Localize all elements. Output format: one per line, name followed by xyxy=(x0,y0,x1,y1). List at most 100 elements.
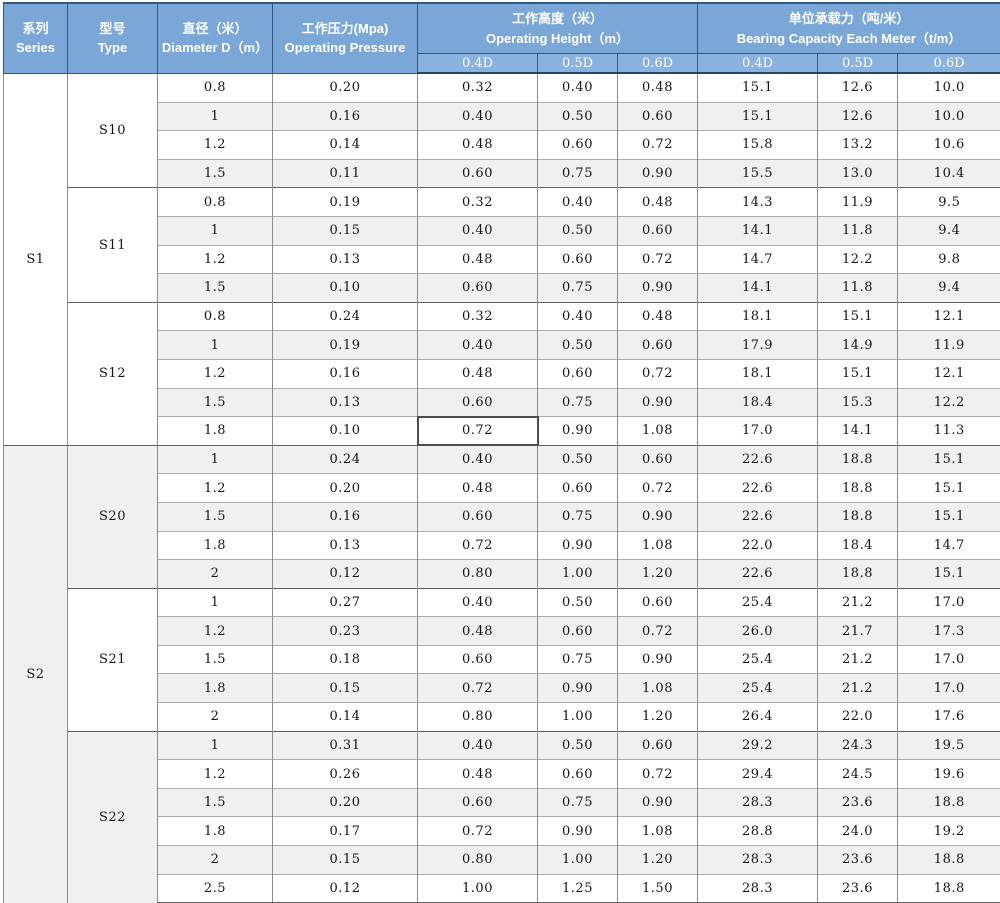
cell-pressure[interactable]: 0.17 xyxy=(273,817,418,846)
cell-height-04d[interactable]: 1.00 xyxy=(418,874,538,903)
cell-height-06d[interactable]: 1.08 xyxy=(618,417,698,446)
cell-bearing-05d[interactable]: 18.8 xyxy=(818,560,898,589)
cell-bearing-06d[interactable]: 9.5 xyxy=(898,188,1000,217)
cell-height-05d[interactable]: 0.90 xyxy=(538,817,618,846)
cell-height-06d[interactable]: 0.60 xyxy=(618,445,698,474)
cell-diameter[interactable]: 1.5 xyxy=(158,502,273,531)
cell-height-05d[interactable]: 0.60 xyxy=(538,474,618,503)
cell-height-04d[interactable]: 0.80 xyxy=(418,703,538,732)
cell-pressure[interactable]: 0.18 xyxy=(273,645,418,674)
cell-type[interactable]: S20 xyxy=(68,445,158,588)
cell-height-05d[interactable]: 0.50 xyxy=(538,216,618,245)
cell-height-04d[interactable]: 0.60 xyxy=(418,388,538,417)
cell-bearing-04d[interactable]: 22.6 xyxy=(698,502,818,531)
cell-bearing-04d[interactable]: 15.1 xyxy=(698,73,818,102)
cell-bearing-04d[interactable]: 25.4 xyxy=(698,674,818,703)
cell-bearing-06d[interactable]: 15.1 xyxy=(898,445,1000,474)
cell-height-05d[interactable]: 0.60 xyxy=(538,617,618,646)
cell-bearing-05d[interactable]: 15.3 xyxy=(818,388,898,417)
cell-pressure[interactable]: 0.16 xyxy=(273,102,418,131)
cell-pressure[interactable]: 0.16 xyxy=(273,502,418,531)
cell-diameter[interactable]: 1 xyxy=(158,588,273,617)
cell-pressure[interactable]: 0.20 xyxy=(273,474,418,503)
cell-height-05d[interactable]: 0.75 xyxy=(538,645,618,674)
cell-diameter[interactable]: 1.5 xyxy=(158,645,273,674)
cell-bearing-04d[interactable]: 28.3 xyxy=(698,846,818,875)
cell-pressure[interactable]: 0.16 xyxy=(273,359,418,388)
cell-height-04d[interactable]: 0.60 xyxy=(418,645,538,674)
cell-diameter[interactable]: 1.2 xyxy=(158,760,273,789)
cell-bearing-04d[interactable]: 14.1 xyxy=(698,274,818,303)
cell-height-04d[interactable]: 0.48 xyxy=(418,131,538,160)
cell-bearing-06d[interactable]: 18.8 xyxy=(898,788,1000,817)
cell-height-05d[interactable]: 0.40 xyxy=(538,302,618,331)
cell-height-04d[interactable]: 0.80 xyxy=(418,560,538,589)
cell-diameter[interactable]: 1.8 xyxy=(158,674,273,703)
cell-pressure[interactable]: 0.14 xyxy=(273,131,418,160)
cell-bearing-06d[interactable]: 10.4 xyxy=(898,159,1000,188)
cell-height-06d[interactable]: 0.72 xyxy=(618,617,698,646)
cell-height-04d[interactable]: 0.48 xyxy=(418,359,538,388)
cell-bearing-05d[interactable]: 23.6 xyxy=(818,846,898,875)
cell-bearing-05d[interactable]: 15.1 xyxy=(818,359,898,388)
cell-pressure[interactable]: 0.10 xyxy=(273,274,418,303)
cell-bearing-04d[interactable]: 17.9 xyxy=(698,331,818,360)
cell-bearing-06d[interactable]: 18.8 xyxy=(898,846,1000,875)
cell-height-05d[interactable]: 0.40 xyxy=(538,188,618,217)
cell-bearing-04d[interactable]: 17.0 xyxy=(698,417,818,446)
cell-pressure[interactable]: 0.13 xyxy=(273,388,418,417)
cell-bearing-06d[interactable]: 9.4 xyxy=(898,216,1000,245)
cell-bearing-06d[interactable]: 10.6 xyxy=(898,131,1000,160)
cell-pressure[interactable]: 0.15 xyxy=(273,846,418,875)
cell-diameter[interactable]: 1 xyxy=(158,731,273,760)
cell-height-04d[interactable]: 0.48 xyxy=(418,245,538,274)
cell-height-05d[interactable]: 0.60 xyxy=(538,760,618,789)
cell-bearing-05d[interactable]: 13.0 xyxy=(818,159,898,188)
cell-bearing-06d[interactable]: 15.1 xyxy=(898,502,1000,531)
cell-pressure[interactable]: 0.10 xyxy=(273,417,418,446)
selected-cell[interactable]: 0.72 xyxy=(418,417,538,446)
cell-diameter[interactable]: 2 xyxy=(158,846,273,875)
cell-bearing-04d[interactable]: 18.4 xyxy=(698,388,818,417)
cell-diameter[interactable]: 2.5 xyxy=(158,874,273,903)
cell-height-06d[interactable]: 0.90 xyxy=(618,788,698,817)
cell-height-06d[interactable]: 1.50 xyxy=(618,874,698,903)
cell-bearing-06d[interactable]: 12.2 xyxy=(898,388,1000,417)
cell-diameter[interactable]: 1 xyxy=(158,102,273,131)
cell-height-06d[interactable]: 0.90 xyxy=(618,159,698,188)
cell-bearing-04d[interactable]: 28.3 xyxy=(698,874,818,903)
cell-pressure[interactable]: 0.24 xyxy=(273,445,418,474)
cell-height-04d[interactable]: 0.80 xyxy=(418,846,538,875)
cell-bearing-05d[interactable]: 11.9 xyxy=(818,188,898,217)
cell-height-05d[interactable]: 0.90 xyxy=(538,531,618,560)
cell-height-04d[interactable]: 0.72 xyxy=(418,817,538,846)
cell-bearing-06d[interactable]: 19.2 xyxy=(898,817,1000,846)
cell-bearing-04d[interactable]: 22.0 xyxy=(698,531,818,560)
cell-bearing-06d[interactable]: 11.9 xyxy=(898,331,1000,360)
cell-height-04d[interactable]: 0.48 xyxy=(418,760,538,789)
cell-pressure[interactable]: 0.15 xyxy=(273,674,418,703)
cell-bearing-04d[interactable]: 28.8 xyxy=(698,817,818,846)
cell-height-04d[interactable]: 0.72 xyxy=(418,674,538,703)
cell-diameter[interactable]: 1.8 xyxy=(158,531,273,560)
cell-bearing-05d[interactable]: 11.8 xyxy=(818,216,898,245)
cell-bearing-05d[interactable]: 14.1 xyxy=(818,417,898,446)
cell-pressure[interactable]: 0.20 xyxy=(273,788,418,817)
cell-bearing-05d[interactable]: 21.2 xyxy=(818,645,898,674)
cell-height-06d[interactable]: 0.90 xyxy=(618,502,698,531)
cell-bearing-06d[interactable]: 19.5 xyxy=(898,731,1000,760)
cell-height-05d[interactable]: 0.60 xyxy=(538,359,618,388)
cell-diameter[interactable]: 1 xyxy=(158,216,273,245)
cell-height-06d[interactable]: 1.08 xyxy=(618,531,698,560)
cell-height-06d[interactable]: 1.08 xyxy=(618,817,698,846)
cell-height-05d[interactable]: 0.75 xyxy=(538,388,618,417)
cell-series[interactable]: S2 xyxy=(4,445,68,903)
cell-pressure[interactable]: 0.19 xyxy=(273,188,418,217)
cell-diameter[interactable]: 1.5 xyxy=(158,159,273,188)
cell-height-06d[interactable]: 0.60 xyxy=(618,731,698,760)
cell-height-04d[interactable]: 0.60 xyxy=(418,502,538,531)
cell-height-05d[interactable]: 1.00 xyxy=(538,703,618,732)
cell-height-04d[interactable]: 0.72 xyxy=(418,531,538,560)
cell-height-04d[interactable]: 0.60 xyxy=(418,159,538,188)
cell-bearing-05d[interactable]: 21.2 xyxy=(818,674,898,703)
